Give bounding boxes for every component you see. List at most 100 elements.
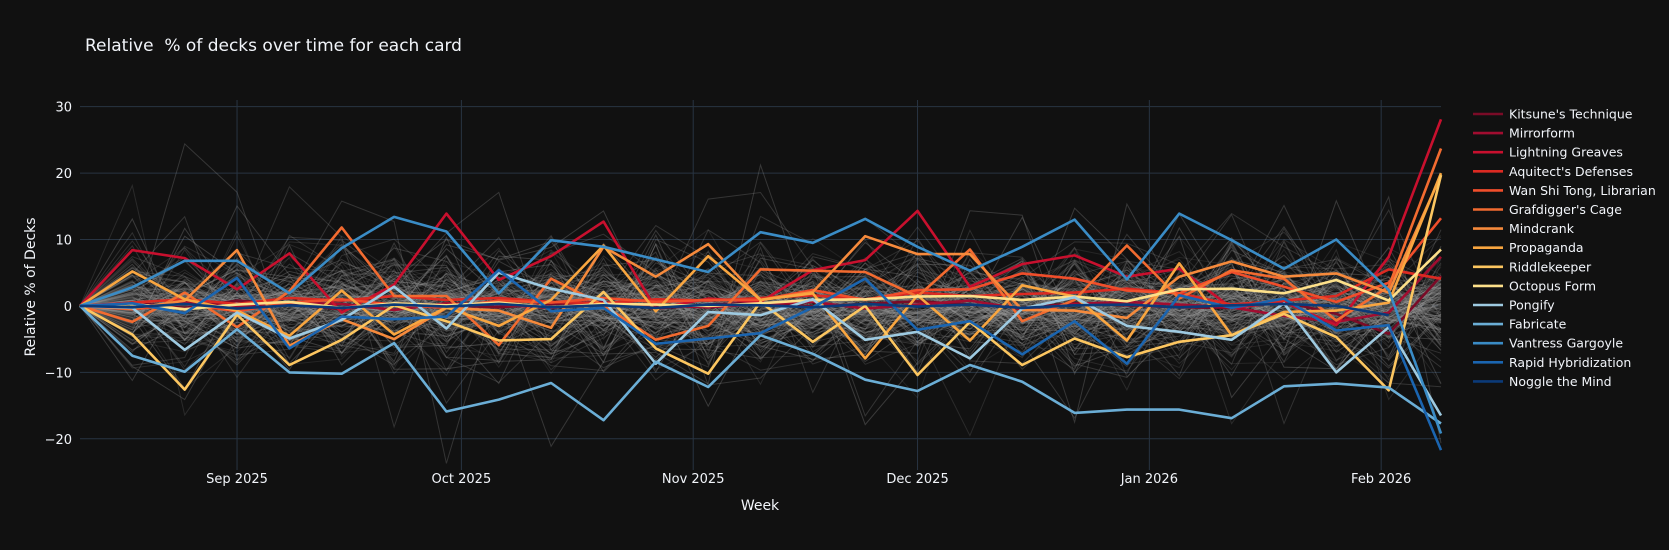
- background-series-line: [79, 243, 1442, 349]
- legend-item[interactable]: Propaganda: [1473, 240, 1584, 255]
- legend-label: Mirrorform: [1509, 126, 1575, 141]
- x-axis-title: Week: [741, 498, 780, 514]
- background-series-line: [79, 257, 1442, 359]
- legend-item[interactable]: Kitsune's Technique: [1473, 107, 1633, 122]
- series-lines: [79, 118, 1443, 451]
- series-line-rapid-hybridization[interactable]: [79, 268, 1443, 451]
- x-tick-label: Oct 2025: [432, 472, 492, 487]
- background-series-line: [79, 235, 1442, 389]
- legend-label: Propaganda: [1509, 240, 1584, 255]
- background-series-line: [79, 229, 1442, 375]
- y-tick-label: −10: [45, 366, 72, 381]
- y-tick-label: −20: [45, 433, 72, 448]
- background-series-line: [79, 271, 1442, 324]
- x-tick-label: Sep 2025: [206, 472, 268, 487]
- background-series-line: [79, 269, 1442, 342]
- background-series-line: [79, 216, 1442, 426]
- background-series-line: [79, 259, 1442, 354]
- series-line-grafdigger-s-cage[interactable]: [79, 148, 1443, 347]
- background-series-line: [79, 234, 1442, 361]
- legend-item[interactable]: Pongify: [1473, 298, 1555, 313]
- x-tick-label: Dec 2025: [886, 472, 948, 487]
- y-tick-labels: 30 20 10 0 −10 −20: [45, 101, 72, 448]
- legend-label: Aquitect's Defenses: [1509, 164, 1633, 179]
- series-line-noggle-the-mind[interactable]: [79, 302, 1389, 317]
- x-tick-label: Feb 2026: [1351, 472, 1411, 487]
- legend-item[interactable]: Mirrorform: [1473, 126, 1575, 141]
- background-series-line: [79, 268, 1442, 334]
- legend-item[interactable]: Rapid Hybridization: [1473, 355, 1631, 370]
- background-series-line: [79, 249, 1442, 386]
- legend-label: Wan Shi Tong, Librarian: [1509, 183, 1656, 198]
- background-series-line: [79, 259, 1442, 361]
- background-series-line: [79, 260, 1442, 371]
- y-tick-label: 10: [55, 233, 72, 248]
- background-series-line: [79, 229, 1442, 346]
- background-series-line: [79, 262, 1442, 344]
- series-line-propaganda[interactable]: [79, 172, 1443, 360]
- legend-label: Rapid Hybridization: [1509, 355, 1631, 370]
- legend-item[interactable]: Mindcrank: [1473, 221, 1575, 236]
- background-series-line: [79, 228, 1442, 365]
- legend-item[interactable]: Grafdigger's Cage: [1473, 202, 1622, 217]
- series-line-pongify[interactable]: [79, 271, 1443, 417]
- background-series-line: [79, 284, 1442, 337]
- background-series-line: [79, 269, 1442, 371]
- background-series-line: [79, 257, 1442, 352]
- background-series-line: [79, 280, 1442, 336]
- background-series-line: [79, 231, 1442, 362]
- legend: Kitsune's Technique Mirrorform Lightning G…: [1473, 107, 1656, 389]
- legend-item[interactable]: Lightning Greaves: [1473, 145, 1623, 160]
- background-series-line: [79, 240, 1442, 369]
- legend-label: Pongify: [1509, 298, 1555, 313]
- background-series-line: [79, 271, 1442, 345]
- legend-item[interactable]: Octopus Form: [1473, 278, 1596, 293]
- y-tick-label: 30: [55, 101, 72, 116]
- background-series-line: [79, 281, 1442, 333]
- x-tick-label: Jan 2026: [1120, 472, 1178, 487]
- series-line-fabricate[interactable]: [79, 304, 1442, 425]
- legend-item[interactable]: Vantress Gargoyle: [1473, 336, 1623, 351]
- chart-title: Relative % of decks over time for each c…: [85, 36, 462, 56]
- legend-item[interactable]: Fabricate: [1473, 317, 1567, 332]
- background-series-line: [79, 246, 1442, 326]
- legend-item[interactable]: Aquitect's Defenses: [1473, 164, 1633, 179]
- background-series-line: [79, 269, 1442, 343]
- background-series-line: [79, 191, 1442, 464]
- series-line-vantress-gargoyle[interactable]: [79, 212, 1443, 434]
- background-series-line: [79, 238, 1442, 356]
- background-series-line: [79, 273, 1442, 346]
- background-series-line: [79, 247, 1442, 345]
- legend-item[interactable]: Riddlekeeper: [1473, 259, 1592, 274]
- legend-label: Mindcrank: [1509, 221, 1575, 236]
- background-series-line: [79, 278, 1442, 330]
- legend-label: Riddlekeeper: [1509, 259, 1592, 274]
- legend-label: Noggle the Mind: [1509, 374, 1612, 389]
- background-series-line: [79, 260, 1442, 335]
- background-series-line: [79, 270, 1442, 361]
- background-series-line: [79, 235, 1442, 380]
- legend-label: Vantress Gargoyle: [1509, 336, 1623, 351]
- legend-item[interactable]: Wan Shi Tong, Librarian: [1473, 183, 1656, 198]
- background-series-line: [79, 236, 1442, 331]
- legend-label: Octopus Form: [1509, 278, 1596, 293]
- legend-item[interactable]: Noggle the Mind: [1473, 374, 1612, 389]
- background-series-line: [79, 212, 1442, 347]
- y-tick-label: 0: [64, 300, 72, 315]
- legend-label: Grafdigger's Cage: [1509, 202, 1622, 217]
- background-series-line: [79, 256, 1442, 340]
- x-tick-labels: Sep 2025 Oct 2025 Nov 2025 Dec 2025 Jan 2026…: [206, 472, 1411, 487]
- x-tick-label: Nov 2025: [662, 472, 725, 487]
- background-series-line: [79, 238, 1442, 365]
- legend-label: Lightning Greaves: [1509, 145, 1623, 160]
- legend-label: Fabricate: [1509, 317, 1567, 332]
- y-tick-label: 20: [55, 167, 72, 182]
- background-series-line: [79, 270, 1442, 337]
- background-series-line: [79, 284, 1442, 325]
- legend-label: Kitsune's Technique: [1509, 107, 1633, 122]
- y-axis-title: Relative % of Decks: [23, 217, 39, 356]
- series-line-octopus-form[interactable]: [79, 248, 1442, 311]
- background-series-line: [79, 263, 1442, 347]
